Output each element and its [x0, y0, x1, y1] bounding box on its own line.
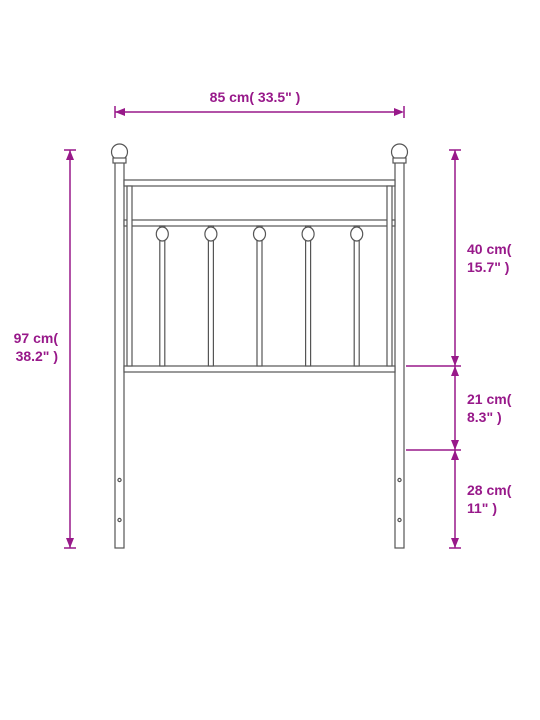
dim-top-label: 85 cm( 33.5" ) — [210, 89, 301, 105]
dim-right1-label: 40 cm( — [467, 241, 512, 257]
dimension-diagram: 85 cm( 33.5" ) 97 cm( 38.2" ) 40 cm( 15.7" )… — [0, 0, 540, 720]
headboard-drawing — [112, 144, 408, 548]
dim-left-label: 97 cm( — [14, 330, 59, 346]
svg-text:11" ): 11" ) — [467, 500, 497, 516]
svg-text:38.2" ): 38.2" ) — [16, 348, 58, 364]
svg-text:8.3" ): 8.3" ) — [467, 409, 502, 425]
svg-text:15.7" ): 15.7" ) — [467, 259, 509, 275]
dim-right3-label: 28 cm( — [467, 482, 512, 498]
dim-right2-label: 21 cm( — [467, 391, 512, 407]
dimension-annotations: 85 cm( 33.5" ) 97 cm( 38.2" ) 40 cm( 15.7" )… — [14, 89, 512, 548]
